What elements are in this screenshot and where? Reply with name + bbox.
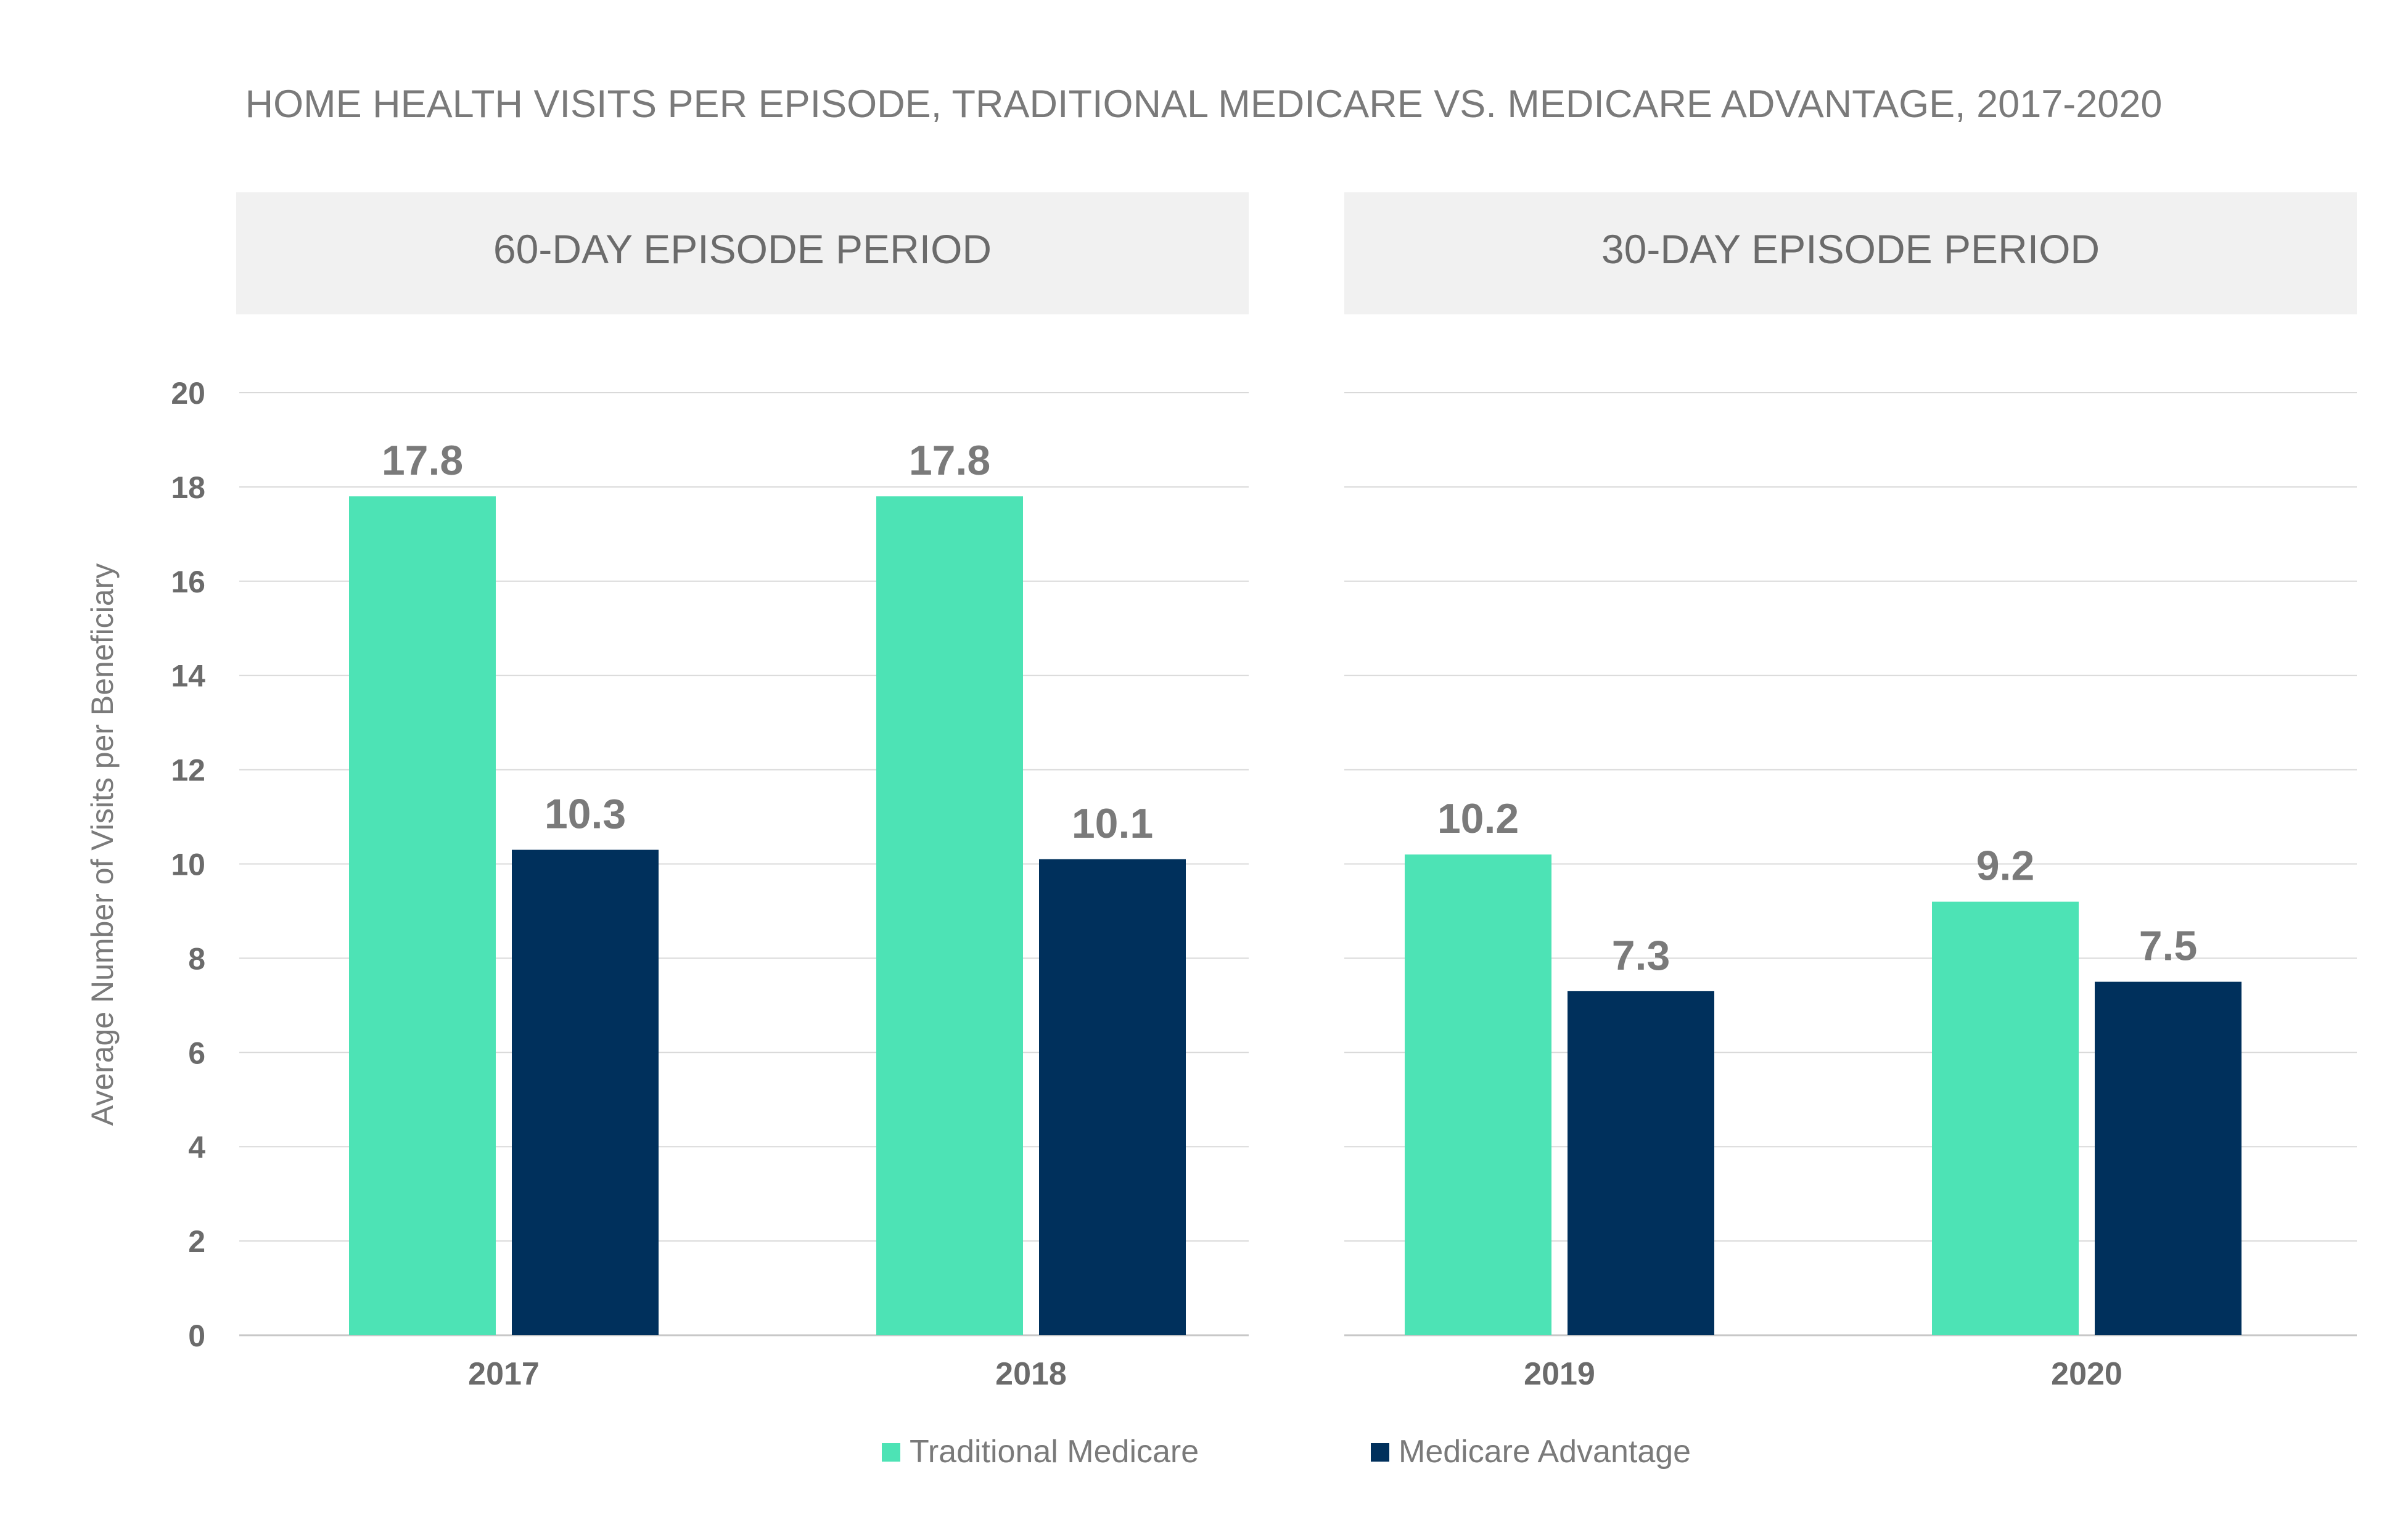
data-label-traditional-medicare-2020: 9.2 bbox=[1976, 843, 2035, 890]
y-tick-label: 20 bbox=[171, 376, 205, 411]
y-tick-label: 0 bbox=[188, 1319, 205, 1353]
panel-title-60-day: 60-DAY EPISODE PERIOD bbox=[493, 226, 992, 272]
panel-title-30-day: 30-DAY EPISODE PERIOD bbox=[1601, 226, 2100, 272]
x-tick-label-2019: 2019 bbox=[1524, 1356, 1595, 1392]
bar-traditional-medicare-2017 bbox=[349, 496, 496, 1336]
bars bbox=[349, 496, 2242, 1336]
y-tick-label: 2 bbox=[188, 1224, 205, 1259]
y-axis-label: Average Number of Visits per Beneficiary bbox=[85, 563, 120, 1126]
x-tick-label-2020: 2020 bbox=[2051, 1356, 2122, 1392]
x-tick-label-2017: 2017 bbox=[468, 1356, 540, 1392]
bar-traditional-medicare-2020 bbox=[1932, 901, 2079, 1335]
bar-medicare-advantage-2018 bbox=[1039, 859, 1186, 1335]
y-tick-label: 14 bbox=[171, 659, 205, 694]
y-tick-label: 10 bbox=[171, 848, 205, 882]
data-label-medicare-advantage-2019: 7.3 bbox=[1612, 932, 1670, 979]
panel-header-30-day bbox=[1344, 192, 2357, 314]
legend-swatch-medicare-advantage bbox=[1371, 1443, 1389, 1462]
x-axis-ticks: 2017 2018 2019 2020 bbox=[468, 1356, 2122, 1392]
y-tick-label: 12 bbox=[171, 753, 205, 788]
bar-traditional-medicare-2019 bbox=[1405, 854, 1551, 1335]
data-label-traditional-medicare-2019: 10.2 bbox=[1437, 795, 1519, 842]
y-axis-ticks: 0 2 4 6 8 10 12 14 16 18 20 bbox=[171, 376, 205, 1353]
data-label-traditional-medicare-2018: 17.8 bbox=[909, 437, 990, 484]
legend-label-medicare-advantage: Medicare Advantage bbox=[1399, 1434, 1691, 1470]
legend-label-traditional-medicare: Traditional Medicare bbox=[910, 1434, 1199, 1470]
x-tick-label-2018: 2018 bbox=[995, 1356, 1067, 1392]
y-tick-label: 18 bbox=[171, 470, 205, 505]
data-label-medicare-advantage-2020: 7.5 bbox=[2139, 923, 2198, 970]
data-label-medicare-advantage-2017: 10.3 bbox=[544, 791, 626, 838]
bar-medicare-advantage-2017 bbox=[512, 849, 659, 1335]
y-tick-label: 4 bbox=[188, 1130, 205, 1164]
y-tick-label: 6 bbox=[188, 1036, 205, 1070]
legend: Traditional Medicare Medicare Advantage bbox=[882, 1434, 1691, 1470]
bar-traditional-medicare-2018 bbox=[876, 496, 1023, 1336]
data-label-traditional-medicare-2017: 17.8 bbox=[382, 437, 463, 484]
chart-title: HOME HEALTH VISITS PER EPISODE, TRADITIO… bbox=[245, 83, 2163, 126]
y-tick-label: 16 bbox=[171, 565, 205, 599]
data-labels: 17.8 10.3 17.8 10.1 10.2 7.3 9.2 7.5 bbox=[382, 437, 2197, 979]
bar-medicare-advantage-2020 bbox=[2095, 981, 2242, 1335]
panel-header-60-day bbox=[236, 192, 1249, 314]
data-label-medicare-advantage-2018: 10.1 bbox=[1072, 800, 1153, 847]
y-tick-label: 8 bbox=[188, 941, 205, 976]
bar-medicare-advantage-2019 bbox=[1568, 991, 1714, 1335]
legend-swatch-traditional-medicare bbox=[882, 1443, 900, 1462]
